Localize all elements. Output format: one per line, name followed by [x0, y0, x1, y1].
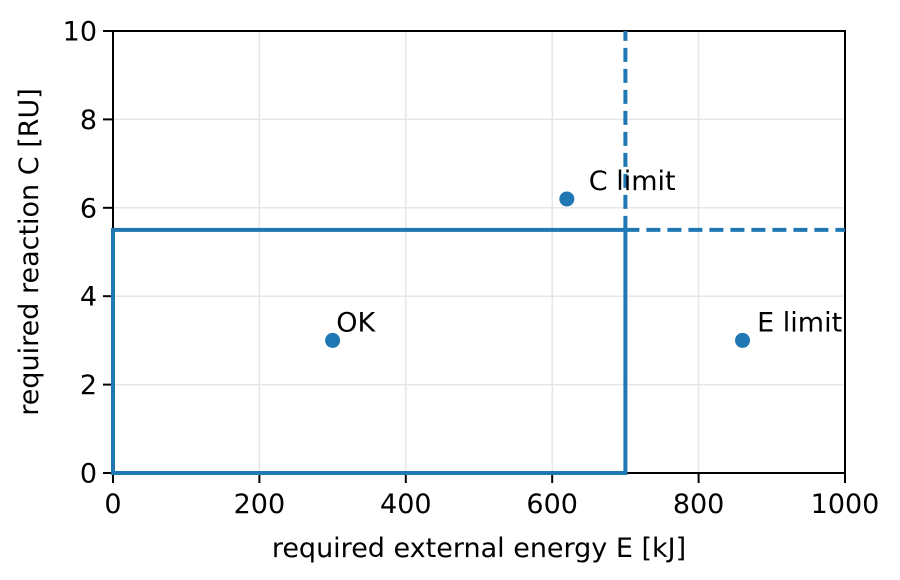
x-tick-label-1000: 1000 [811, 489, 880, 520]
x-axis-label: required external energy E [kJ] [272, 533, 686, 564]
y-tick-label-10: 10 [63, 17, 97, 48]
data-point-ok [325, 332, 341, 348]
data-point-e-limit [735, 332, 751, 348]
annotation-ok: OK [336, 308, 376, 339]
x-tick-label-600: 600 [526, 489, 578, 520]
y-tick-label-8: 8 [80, 105, 97, 136]
y-tick-label-0: 0 [80, 459, 97, 490]
y-axis-label: required reaction C [RU] [14, 88, 45, 416]
y-tick-label-6: 6 [80, 193, 97, 224]
y-tick-label-2: 2 [80, 370, 97, 401]
x-tick-label-800: 800 [673, 489, 725, 520]
y-tick-label-4: 4 [80, 282, 97, 313]
annotation-c-limit: C limit [589, 166, 676, 197]
x-tick-label-0: 0 [104, 489, 121, 520]
x-tick-label-200: 200 [234, 489, 286, 520]
x-tick-label-400: 400 [380, 489, 432, 520]
limit-region-outline [111, 227, 628, 475]
data-point-c-limit [559, 191, 575, 207]
annotation-e-limit: E limit [757, 308, 842, 339]
plot-area [113, 31, 845, 473]
